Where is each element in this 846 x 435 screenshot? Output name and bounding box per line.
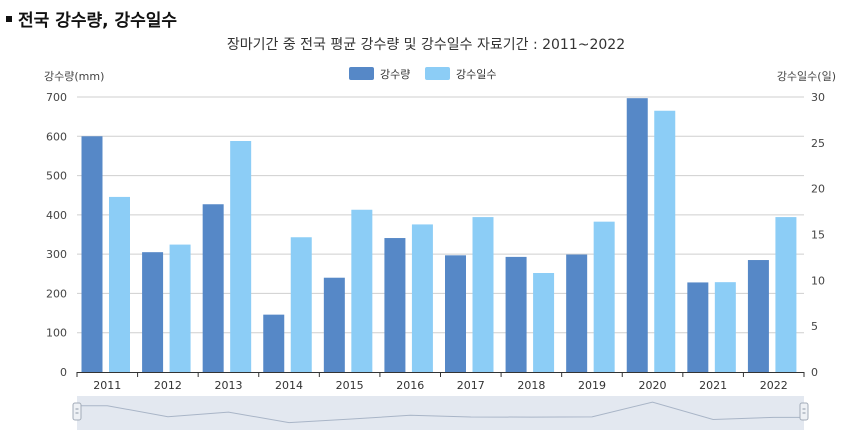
x-tick-label: 2011	[93, 379, 121, 392]
x-tick-label: 2019	[578, 379, 606, 392]
y2-axis-label: 강수일수(일)	[777, 69, 836, 83]
x-tick-label: 2016	[396, 379, 424, 392]
y2-tick-label: 10	[811, 274, 825, 287]
bar-days[interactable]	[169, 244, 191, 372]
bar-days[interactable]	[230, 141, 252, 372]
bar-rain[interactable]	[202, 204, 224, 372]
y-tick-label: 100	[46, 327, 67, 340]
bar-days[interactable]	[351, 209, 373, 372]
y2-tick-label: 5	[811, 320, 818, 333]
navigator-track[interactable]	[77, 396, 804, 430]
y2-axis-ticks: 0 5 10 15 20 25 30	[811, 91, 825, 379]
y-axis-label: 강수량(mm)	[44, 70, 104, 83]
bar-rain[interactable]	[142, 252, 164, 372]
bar-rain[interactable]	[687, 282, 709, 372]
y-tick-label: 700	[46, 91, 67, 104]
bar-days[interactable]	[109, 196, 130, 372]
y2-tick-label: 30	[811, 91, 825, 104]
grid	[77, 96, 804, 334]
legend-swatch-days[interactable]	[425, 67, 450, 80]
bar-rain[interactable]	[505, 256, 527, 372]
bar-rain[interactable]	[81, 136, 103, 372]
y-tick-label: 600	[46, 130, 67, 143]
bars	[81, 98, 797, 372]
y2-tick-label: 20	[811, 183, 825, 196]
y2-tick-label: 25	[811, 137, 825, 150]
x-tick-label: 2013	[214, 379, 242, 392]
navigator-handle-right[interactable]	[799, 402, 809, 421]
navigator-series-line	[77, 401, 804, 424]
bar-days[interactable]	[472, 217, 494, 372]
legend[interactable]: 강수량 강수일수	[349, 67, 496, 81]
section-title-text: 전국 강수량, 강수일수	[18, 11, 178, 31]
navigator-handle-left[interactable]	[72, 402, 82, 421]
y-tick-label: 400	[46, 209, 67, 222]
x-tick-label: 2022	[760, 379, 788, 392]
legend-label-days[interactable]: 강수일수	[456, 67, 496, 81]
bar-rain[interactable]	[445, 255, 466, 372]
bar-rain[interactable]	[747, 260, 769, 372]
chart-title: 장마기간 중 전국 평균 강수량 및 강수일수 자료기간 : 2011~2022	[227, 37, 625, 53]
bar-days[interactable]	[714, 282, 736, 372]
bar-days[interactable]	[593, 221, 615, 372]
navigator[interactable]	[72, 396, 809, 430]
bar-days[interactable]	[290, 237, 312, 372]
x-tick-label: 2012	[154, 379, 182, 392]
y-tick-label: 500	[46, 170, 67, 183]
y-tick-label: 200	[46, 287, 67, 300]
x-tick-label: 2020	[639, 379, 667, 392]
bar-rain[interactable]	[626, 98, 648, 372]
legend-swatch-rain[interactable]	[349, 67, 374, 80]
bar-rain[interactable]	[384, 238, 406, 372]
y2-tick-label: 0	[811, 366, 818, 379]
bar-days[interactable]	[775, 217, 797, 372]
y-tick-label: 300	[46, 248, 67, 261]
x-tick-label: 2014	[275, 379, 303, 392]
bar-rain[interactable]	[323, 277, 345, 372]
x-tick-label: 2015	[336, 379, 364, 392]
x-tick-label: 2021	[699, 379, 727, 392]
y-axis-ticks: 0 100 200 300 400 500 600 700	[46, 91, 67, 379]
y2-tick-label: 15	[811, 229, 825, 242]
bar-days[interactable]	[411, 224, 433, 372]
bar-rain[interactable]	[566, 254, 588, 372]
legend-label-rain[interactable]: 강수량	[380, 68, 410, 81]
bar-days[interactable]	[654, 110, 676, 372]
bar-days[interactable]	[533, 273, 555, 372]
x-tick-label: 2017	[457, 379, 485, 392]
section-title: 전국 강수량, 강수일수	[6, 6, 177, 31]
square-bullet-icon	[6, 16, 12, 22]
bar-rain[interactable]	[263, 314, 285, 372]
x-tick-label: 2018	[517, 379, 545, 392]
y-tick-label: 0	[60, 366, 67, 379]
x-axis: 2011 2012 2013 2014 2015 2016 2017 2018 2019 2020…	[76, 372, 805, 392]
